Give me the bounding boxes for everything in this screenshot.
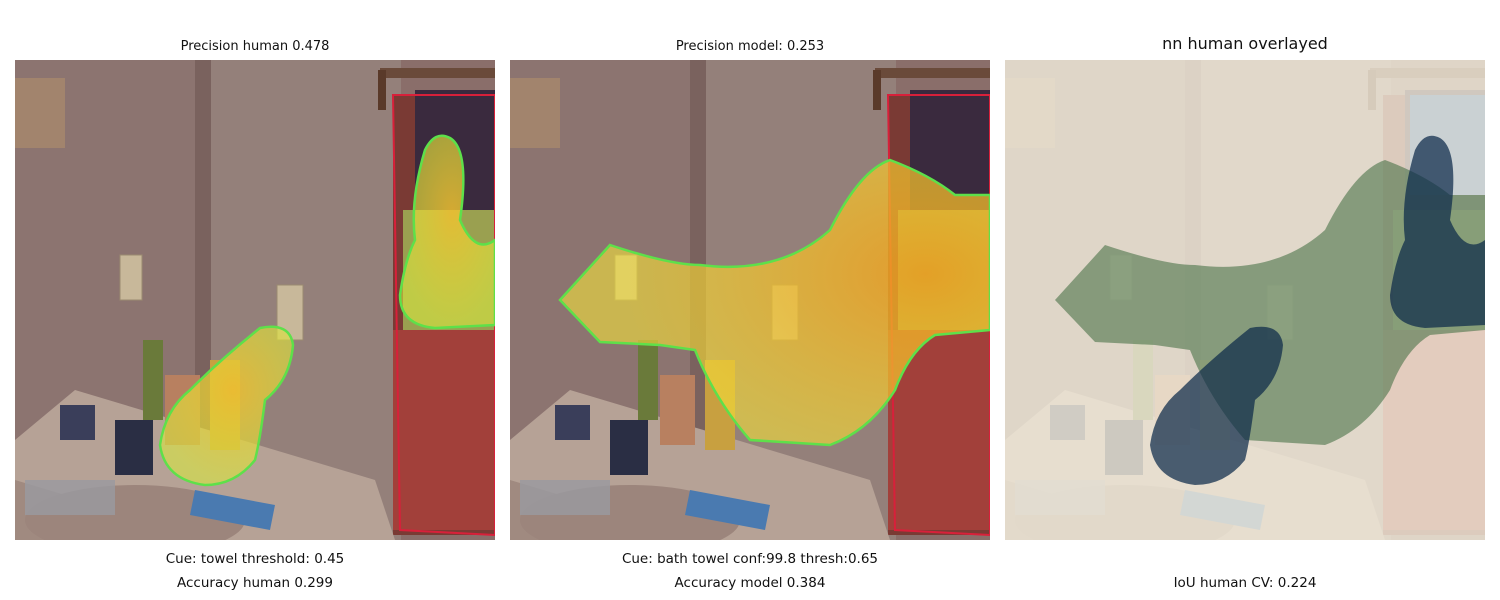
cue-caption: Cue: bath towel conf:99.8 thresh:0.65 <box>621 551 879 567</box>
human-mask-lower <box>158 325 295 487</box>
accuracy-caption: Accuracy human 0.299 <box>177 575 333 591</box>
human-mask-right <box>1390 135 1485 328</box>
model-mask <box>1055 160 1485 445</box>
panel-title: Precision human 0.478 <box>180 39 330 54</box>
image-combined-overlay <box>1005 60 1485 540</box>
panel-model: Precision model: 0.253 Cue: bath towel c… <box>510 0 990 600</box>
human-mask-right <box>398 134 495 330</box>
panel-title: Precision model: 0.253 <box>675 39 825 54</box>
panel-overlay: nn human overlayed IoU human CV: 0.224 <box>1005 0 1485 600</box>
human-mask-lower <box>1150 326 1283 485</box>
image-model-overlay <box>510 60 990 540</box>
panel-human: Precision human 0.478 Cue: towel thresho… <box>15 0 495 600</box>
cue-caption: Cue: towel threshold: 0.45 <box>165 551 345 567</box>
image-human-overlay <box>15 60 495 540</box>
iou-caption: IoU human CV: 0.224 <box>1173 575 1317 591</box>
accuracy-caption: Accuracy model 0.384 <box>674 575 826 591</box>
model-mask <box>558 158 990 447</box>
panel-title: nn human overlayed <box>1162 34 1328 53</box>
